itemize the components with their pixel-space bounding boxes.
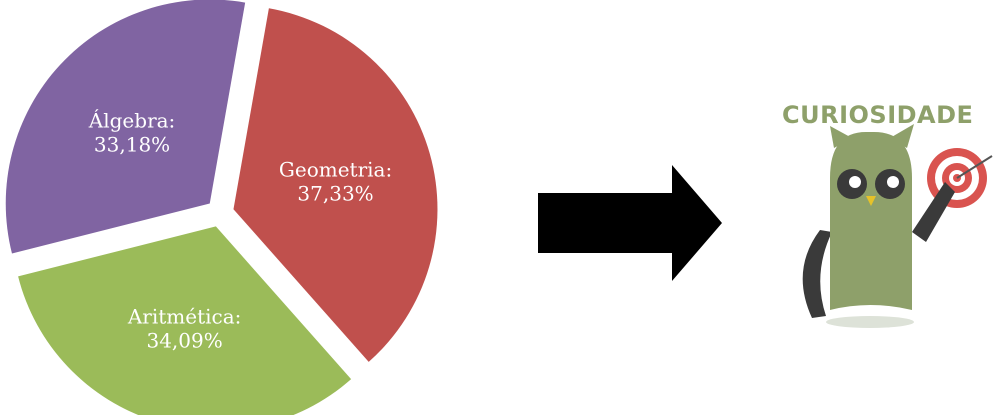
pie-slice-value-0: 37,33% (297, 181, 373, 205)
pie-chart: Geometria: 37,33% Aritmética: 34,09% Álgebra… (5, 0, 438, 415)
curiosity-title: CURIOSIDADE (782, 101, 973, 129)
pie-slice-category-2: Álgebra: (88, 108, 176, 132)
pie-slice-0 (233, 8, 438, 362)
pie-slice-1 (18, 226, 352, 415)
pie-slice-value-2: 33,18% (94, 132, 170, 156)
pie-slice-label-2: Álgebra: 33,18% (88, 108, 176, 156)
curiosity-badge: CURIOSIDADE (782, 101, 993, 328)
pie-slice-2 (5, 0, 246, 254)
pie-slice-value-1: 34,09% (146, 329, 222, 353)
pie-slice-label-0: Geometria: 37,33% (279, 157, 392, 205)
owl-mascot-icon (802, 124, 955, 328)
right-arrow-icon (538, 165, 722, 281)
pie-slice-label-1: Aritmética: 34,09% (127, 305, 242, 353)
pie-slice-category-0: Geometria: (279, 157, 392, 181)
pie-slice-category-1: Aritmética: (127, 305, 242, 329)
